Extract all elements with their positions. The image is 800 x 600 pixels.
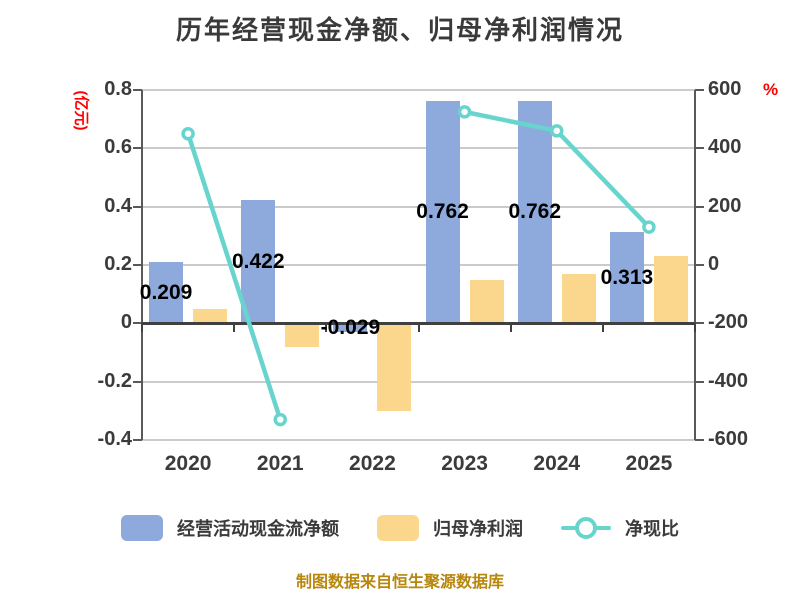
legend-label-operating-cashflow: 经营活动现金流净额 bbox=[177, 519, 339, 539]
legend-label-cash-ratio: 净现比 bbox=[625, 519, 679, 539]
ratio-line bbox=[185, 131, 283, 422]
data-source-note: 制图数据来自恒生聚源数据库 bbox=[295, 574, 504, 591]
x-axis-label: 2025 bbox=[625, 452, 673, 475]
grid-line bbox=[142, 439, 695, 441]
bar-operating-cashflow bbox=[517, 101, 552, 324]
legend-item-operating-cashflow: 经营活动现金流净额 bbox=[121, 515, 339, 541]
y-axis-label-left: 0 bbox=[120, 311, 132, 334]
bar-value-label: 0.762 bbox=[508, 200, 562, 224]
bar-operating-cashflow bbox=[333, 323, 368, 332]
bar-operating-cashflow bbox=[609, 232, 644, 324]
x-axis-label: 2020 bbox=[164, 452, 212, 475]
right-axis-tick bbox=[695, 205, 704, 208]
left-axis-tick bbox=[133, 205, 142, 208]
left-axis-tick bbox=[133, 439, 142, 441]
ratio-line-marker-icon bbox=[642, 220, 656, 234]
y-axis-label-right: -400 bbox=[708, 369, 749, 392]
grid-line bbox=[142, 264, 695, 266]
bar-value-label: 0.313 bbox=[600, 265, 654, 289]
bar-value-label: -0.029 bbox=[320, 315, 381, 339]
y-axis-label-right: 200 bbox=[708, 194, 742, 217]
right-axis-tick bbox=[695, 322, 704, 325]
y-axis-label-left: -0.2 bbox=[97, 369, 132, 392]
legend-swatch-net-profit-icon bbox=[377, 515, 419, 541]
y-axis-label-right: 400 bbox=[708, 136, 742, 159]
grid-line bbox=[142, 205, 695, 208]
y-axis-label-left: -0.4 bbox=[97, 428, 132, 450]
bar-net-profit bbox=[561, 273, 596, 324]
bar-value-label: 0.209 bbox=[139, 280, 193, 304]
right-axis-tick bbox=[695, 264, 704, 266]
grid-line bbox=[142, 147, 695, 150]
right-axis-spine bbox=[694, 90, 696, 440]
left-axis-spine bbox=[141, 90, 143, 440]
left-axis-tick bbox=[133, 89, 142, 91]
legend-item-net-profit: 归母净利润 bbox=[377, 515, 523, 541]
right-axis-tick bbox=[695, 380, 704, 383]
x-axis-tick bbox=[141, 323, 143, 333]
chart-title: 历年经营现金净额、归母净利润情况 bbox=[175, 15, 624, 45]
x-axis-tick bbox=[509, 323, 512, 333]
left-axis-tick bbox=[133, 264, 142, 266]
x-axis-label: 2022 bbox=[349, 452, 396, 475]
right-axis-tick bbox=[695, 147, 704, 150]
legend-label-net-profit: 归母净利润 bbox=[433, 519, 523, 539]
x-axis-tick bbox=[601, 323, 604, 333]
x-axis-tick bbox=[325, 323, 328, 333]
y-axis-label-right: 0 bbox=[708, 253, 720, 275]
x-axis-label: 2021 bbox=[256, 452, 304, 475]
x-axis-tick bbox=[694, 323, 696, 333]
grid-line bbox=[142, 380, 695, 383]
bar-net-profit bbox=[377, 323, 412, 411]
y-axis-label-left: 0.8 bbox=[104, 78, 132, 100]
left-axis-tick bbox=[133, 322, 142, 325]
y-axis-label-left: 0.2 bbox=[104, 253, 132, 275]
y-axis-label-right: -600 bbox=[708, 428, 749, 450]
legend-swatch-cash-ratio-line-icon bbox=[561, 514, 611, 542]
bar-value-label: 0.422 bbox=[231, 249, 285, 273]
legend-line-marker-icon bbox=[575, 517, 597, 539]
left-axis-tick bbox=[133, 380, 142, 383]
ratio-line-marker-icon bbox=[457, 105, 472, 119]
right-axis-tick bbox=[695, 439, 704, 441]
right-axis-tick bbox=[695, 89, 704, 91]
ratio-line-marker-icon bbox=[181, 127, 195, 141]
bar-operating-cashflow bbox=[425, 101, 460, 324]
bar-operating-cashflow bbox=[241, 200, 276, 324]
x-axis-label: 2024 bbox=[533, 452, 581, 475]
y-axis-label-right: -200 bbox=[708, 311, 749, 334]
y-axis-label-right: 600 bbox=[708, 78, 742, 100]
bar-net-profit bbox=[653, 256, 688, 324]
right-axis-unit-label: % bbox=[763, 80, 779, 99]
y-axis-label-left: 0.6 bbox=[104, 136, 132, 159]
bar-value-label: 0.762 bbox=[416, 200, 469, 224]
legend: 经营活动现金流净额 归母净利润 净现比 bbox=[0, 514, 800, 542]
ratio-line-marker-icon bbox=[273, 412, 287, 427]
bar-operating-cashflow bbox=[149, 262, 184, 324]
legend-item-cash-ratio: 净现比 bbox=[561, 514, 679, 542]
bar-net-profit bbox=[469, 279, 504, 324]
grid-line bbox=[142, 89, 695, 91]
x-axis-tick bbox=[233, 323, 236, 333]
ratio-line-marker-icon bbox=[550, 124, 564, 138]
left-axis-tick bbox=[133, 147, 142, 150]
legend-swatch-operating-cashflow-icon bbox=[121, 515, 163, 541]
x-axis-label: 2023 bbox=[441, 452, 488, 475]
bar-net-profit bbox=[285, 323, 320, 347]
bar-net-profit bbox=[193, 308, 228, 324]
x-axis-tick bbox=[417, 323, 420, 333]
y-axis-label-left: 0.4 bbox=[104, 194, 132, 217]
